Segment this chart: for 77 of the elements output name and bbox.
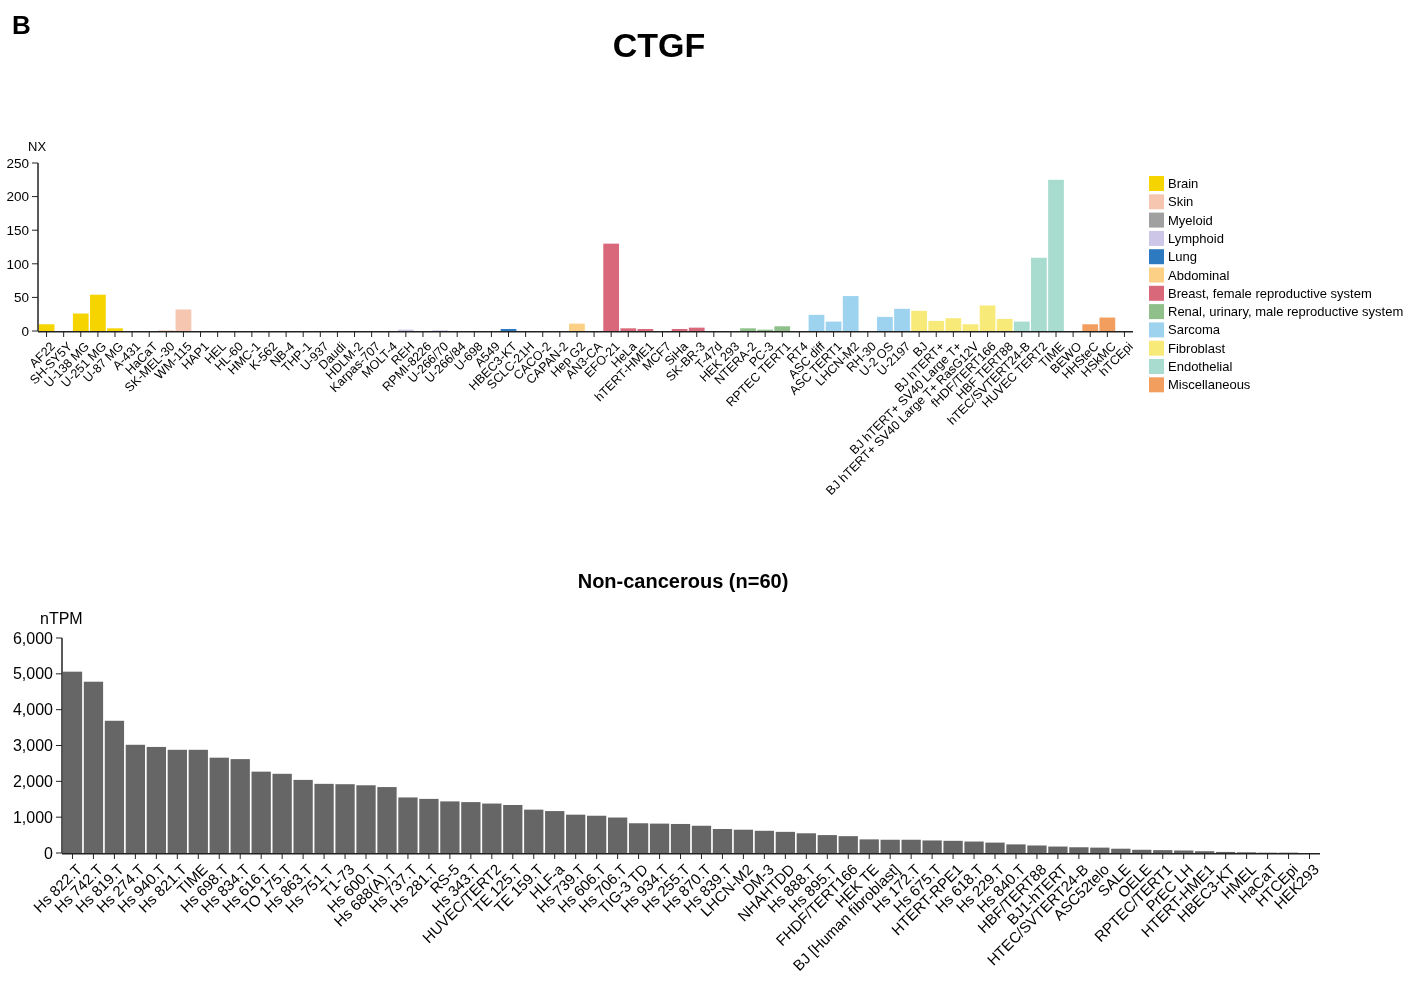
bar — [500, 328, 517, 331]
y-axis-title: nTPM — [40, 610, 83, 627]
legend-label: Brain — [1168, 176, 1199, 191]
y-tick-label: 0 — [44, 844, 54, 862]
y-tick-label: 200 — [6, 189, 29, 205]
legend-label: Renal, urinary, male reproductive system — [1168, 304, 1404, 320]
bar — [230, 759, 250, 853]
bar — [62, 671, 83, 853]
bar — [637, 328, 654, 331]
y-tick-label: 0 — [21, 323, 29, 339]
y-tick-label: 100 — [6, 256, 29, 272]
legend-label: Lymphoid — [1168, 230, 1224, 246]
bar — [775, 831, 795, 853]
y-tick-label: 50 — [13, 290, 29, 306]
legend-label: Endothelial — [1168, 359, 1233, 374]
bar — [569, 323, 585, 331]
y-tick-label: 2,000 — [12, 772, 54, 790]
bar — [880, 839, 900, 853]
y-tick-label: 6,000 — [12, 629, 54, 647]
legend-label: Lung — [1168, 249, 1197, 265]
bar — [524, 809, 544, 853]
bar — [188, 749, 208, 853]
bar — [209, 757, 229, 853]
legend-label: Fibroblast — [1168, 340, 1226, 356]
bar — [962, 324, 979, 331]
bar — [83, 681, 104, 853]
bar — [1132, 849, 1152, 853]
bar — [842, 296, 859, 331]
bar — [671, 328, 688, 331]
bar — [825, 321, 842, 331]
bar — [607, 817, 628, 853]
bar — [482, 803, 502, 853]
bar — [503, 804, 523, 853]
bar — [1153, 850, 1173, 853]
bar — [587, 815, 607, 853]
text: B — [12, 10, 31, 40]
bar — [733, 829, 754, 853]
bar — [545, 811, 565, 853]
bar — [628, 823, 649, 853]
bar — [1174, 850, 1194, 853]
bar — [146, 746, 166, 853]
legend-label: Skin — [1168, 194, 1194, 210]
y-tick-label: 150 — [6, 222, 29, 238]
chart-title: Non-cancerous (n=60) — [577, 570, 789, 592]
bar — [688, 327, 705, 331]
legend-label: Myeloid — [1168, 212, 1213, 228]
bar — [125, 744, 146, 853]
y-tick-label: 4,000 — [12, 701, 54, 719]
y-tick-label: 5,000 — [12, 665, 54, 683]
bar — [838, 836, 858, 853]
bar — [38, 324, 55, 331]
bar — [670, 823, 691, 853]
bar — [167, 749, 187, 853]
y-tick-label: 250 — [6, 155, 29, 171]
chart-title: CTGF — [612, 26, 706, 64]
bar — [996, 318, 1013, 331]
y-axis-title: NX — [28, 139, 47, 154]
bar — [817, 835, 837, 853]
legend-label: Miscellaneous — [1168, 377, 1251, 393]
legend-label: Breast, female reproductive system — [1168, 285, 1372, 301]
bar — [808, 314, 825, 331]
y-tick-label: 3,000 — [12, 737, 54, 755]
legend-label: Sarcoma — [1168, 322, 1221, 338]
legend-label: Abdominal — [1168, 267, 1230, 283]
bar — [859, 839, 879, 853]
bar — [104, 720, 125, 853]
bar — [691, 825, 712, 853]
y-tick-label: 1,000 — [12, 808, 54, 826]
bar — [1111, 848, 1131, 853]
bar — [649, 823, 670, 853]
bar — [796, 833, 816, 853]
bar — [566, 814, 586, 853]
bar — [979, 305, 996, 331]
bar — [251, 771, 271, 853]
bar — [175, 309, 192, 331]
bar — [712, 828, 733, 853]
bar — [754, 830, 775, 853]
